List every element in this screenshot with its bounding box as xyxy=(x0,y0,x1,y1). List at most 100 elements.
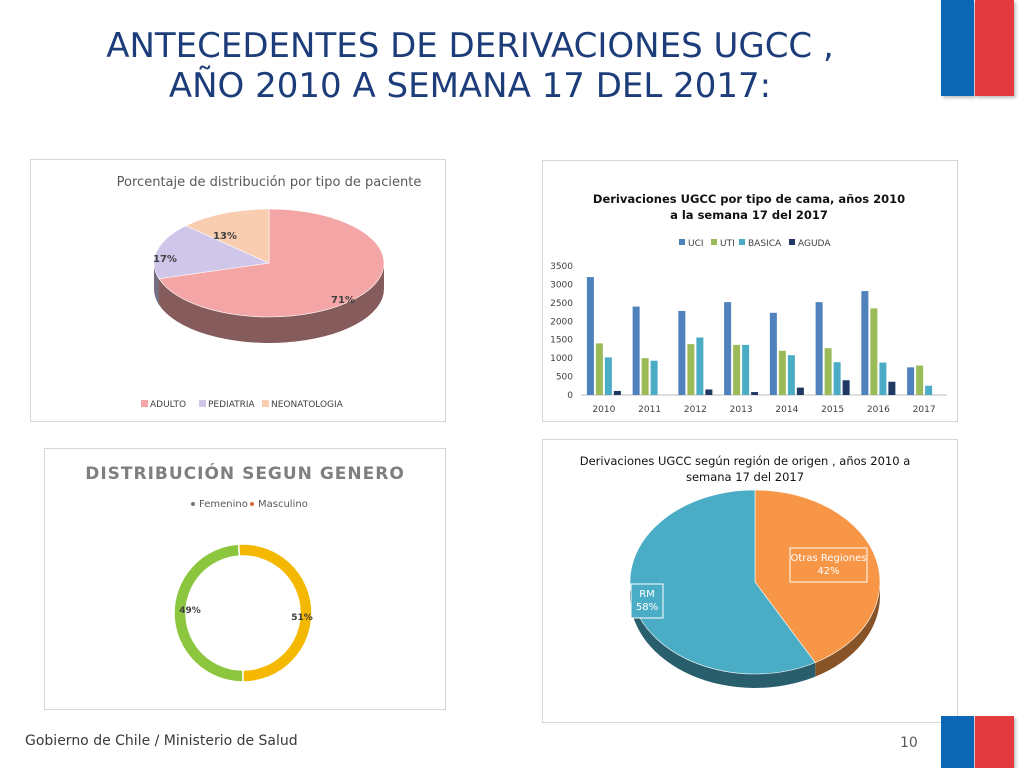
patient-slice-neonatologia xyxy=(185,208,270,264)
gender-segment-masculino xyxy=(237,543,313,683)
bed-bar-aguda xyxy=(705,389,713,395)
bed-x-tick-label: 2011 xyxy=(638,405,661,415)
bed-bar-uci xyxy=(769,312,777,395)
bed-y-tick-label: 1500 xyxy=(550,336,573,346)
bed-bar-basica xyxy=(879,362,887,395)
gender-legend-label: Masculino xyxy=(258,499,308,510)
bed-bar-basica xyxy=(604,357,612,395)
patient-legend-swatch xyxy=(199,400,206,407)
bed-y-tick-label: 1000 xyxy=(550,354,573,364)
bed-type-bar-chart: Derivaciones UGCC por tipo de cama, años… xyxy=(550,192,947,415)
gender-donut-chart: DISTRIBUCIÓN SEGUN GENERO Femenino Mascul… xyxy=(85,462,405,683)
bed-legend-swatch xyxy=(711,239,717,245)
chile-flag-decoration-bottom xyxy=(941,716,1014,768)
bed-bar-aguda xyxy=(842,380,850,395)
bed-y-tick-label: 2500 xyxy=(550,299,573,309)
bed-x-tick-label: 2014 xyxy=(775,405,798,415)
bed-bar-basica xyxy=(650,360,658,395)
patient-legend-label: ADULTO xyxy=(150,400,186,410)
bed-bar-basica xyxy=(925,385,933,395)
patient-legend-swatch xyxy=(262,400,269,407)
patient-value-label: 71% xyxy=(331,295,355,306)
bed-bar-basica xyxy=(696,337,704,395)
patient-type-chart-panel: Porcentaje de distribución por tipo de p… xyxy=(30,159,446,422)
bed-bar-uti xyxy=(733,344,741,395)
gender-value-label: 51% xyxy=(291,613,313,623)
bed-y-tick-label: 0 xyxy=(567,391,573,401)
patient-type-pie-chart: Porcentaje de distribución por tipo de p… xyxy=(117,175,422,410)
patient-legend-label: PEDIATRIA xyxy=(208,400,256,410)
bed-bar-uci xyxy=(861,291,869,395)
bed-bar-basica xyxy=(833,362,841,395)
bed-chart-title-line-1: Derivaciones UGCC por tipo de cama, años… xyxy=(593,192,905,206)
gender-legend-label: Femenino xyxy=(199,499,248,510)
bed-bar-uci xyxy=(907,367,915,395)
bed-bar-basica xyxy=(742,344,750,395)
bed-y-tick-label: 2000 xyxy=(550,317,573,327)
bed-bar-basica xyxy=(787,355,795,395)
bed-bar-aguda xyxy=(796,387,804,395)
region-value-label: 42% xyxy=(817,566,839,577)
bed-y-tick-label: 3000 xyxy=(550,280,573,290)
patient-legend-label: NEONATOLOGIA xyxy=(271,400,344,410)
gender-legend-marker xyxy=(191,502,195,506)
gender-chart-panel: DISTRIBUCIÓN SEGUN GENERO Femenino Mascul… xyxy=(44,448,446,710)
chile-flag-decoration-top xyxy=(941,0,1014,96)
footer-text: Gobierno de Chile / Ministerio de Salud xyxy=(25,733,298,749)
region-value-label: Otras Regiones xyxy=(790,553,866,564)
bed-bar-uci xyxy=(632,306,640,395)
patient-value-label: 17% xyxy=(153,254,177,265)
bed-bar-aguda xyxy=(751,392,759,395)
bed-legend-label: UCI xyxy=(688,239,704,249)
patient-slice-side-pediatria xyxy=(154,263,159,305)
slide-title: ANTECEDENTES DE DERIVACIONES UGCC , AÑO … xyxy=(60,26,880,106)
gender-legend-marker xyxy=(250,502,254,506)
bed-legend-label: AGUDA xyxy=(798,239,831,249)
bed-bar-uti xyxy=(916,365,924,395)
slide-title-line-2: AÑO 2010 A SEMANA 17 DEL 2017: xyxy=(168,66,772,106)
region-slice-side-rm xyxy=(630,582,816,688)
region-chart-title-line-1: Derivaciones UGCC según región de origen… xyxy=(580,454,911,468)
gender-value-label: 49% xyxy=(179,606,201,616)
bed-bar-aguda xyxy=(613,390,621,395)
bed-x-tick-label: 2017 xyxy=(913,405,936,415)
bed-legend-label: BASICA xyxy=(748,239,782,249)
region-pie-chart: Derivaciones UGCC según región de origen… xyxy=(580,454,911,688)
bed-legend-label: UTI xyxy=(720,239,735,249)
patient-legend-swatch xyxy=(141,400,148,407)
bed-bar-aguda xyxy=(888,381,896,395)
region-label-box xyxy=(630,583,664,619)
slide-title-line-1: ANTECEDENTES DE DERIVACIONES UGCC , xyxy=(106,26,834,66)
bed-bar-uci xyxy=(724,302,732,395)
bed-bar-uti xyxy=(641,358,649,395)
patient-slice-pediatria xyxy=(153,225,271,280)
bed-bar-uti xyxy=(595,343,603,395)
patient-slice-adulto xyxy=(158,208,385,318)
patient-slice-side-adulto xyxy=(158,263,384,343)
bed-legend-swatch xyxy=(679,239,685,245)
bed-bar-uti xyxy=(687,344,695,395)
bed-x-tick-label: 2012 xyxy=(684,405,707,415)
bed-bar-uci xyxy=(586,277,594,395)
bed-y-tick-label: 3500 xyxy=(550,262,573,272)
region-value-label: 58% xyxy=(636,602,658,613)
region-chart-panel: Derivaciones UGCC según región de origen… xyxy=(542,439,958,723)
patient-value-label: 13% xyxy=(213,231,237,242)
page-number: 10 xyxy=(900,735,918,751)
bed-x-tick-label: 2016 xyxy=(867,405,890,415)
bed-bar-uti xyxy=(824,348,832,395)
bed-x-tick-label: 2013 xyxy=(730,405,753,415)
bed-legend-swatch xyxy=(789,239,795,245)
bed-bar-uti xyxy=(778,350,786,395)
patient-chart-title: Porcentaje de distribución por tipo de p… xyxy=(117,175,422,190)
bed-legend-swatch xyxy=(739,239,745,245)
bed-chart-title-line-2: a la semana 17 del 2017 xyxy=(670,208,828,222)
region-label-box xyxy=(789,547,868,583)
bed-type-chart-panel: Derivaciones UGCC por tipo de cama, años… xyxy=(542,160,958,422)
bed-x-tick-label: 2015 xyxy=(821,405,844,415)
bed-bar-uti xyxy=(870,308,878,395)
bed-x-tick-label: 2010 xyxy=(592,405,615,415)
bed-bar-uci xyxy=(815,302,823,395)
region-value-label: RM xyxy=(639,589,655,600)
gender-chart-title: DISTRIBUCIÓN SEGUN GENERO xyxy=(85,462,405,484)
